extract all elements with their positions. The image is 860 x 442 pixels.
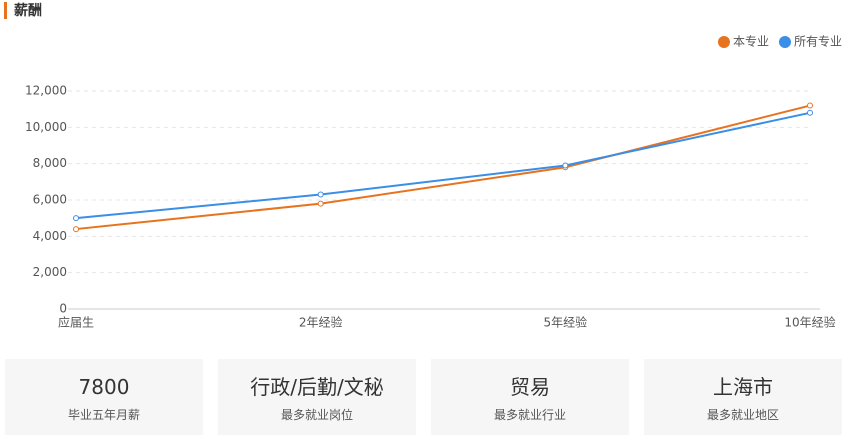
x-tick-label: 10年经验 bbox=[784, 315, 835, 330]
section-title: 薪酬 bbox=[14, 2, 42, 19]
y-tick-label: 10,000 bbox=[25, 120, 67, 134]
summary-card: 上海市 最多就业地区 bbox=[644, 359, 842, 435]
card-label: 最多就业岗位 bbox=[280, 408, 353, 422]
card-value: 7800 bbox=[78, 375, 130, 399]
card-label: 最多就业行业 bbox=[493, 408, 566, 422]
x-tick-label: 5年经验 bbox=[544, 315, 588, 330]
point bbox=[73, 215, 79, 222]
legend-marker bbox=[717, 36, 730, 48]
y-tick-label: 12,000 bbox=[25, 84, 67, 98]
point bbox=[73, 226, 79, 233]
line bbox=[75, 111, 811, 220]
title-accent bbox=[4, 2, 7, 19]
card-label: 毕业五年月薪 bbox=[67, 408, 140, 422]
card-value: 贸易 bbox=[510, 375, 550, 399]
summary-card: 贸易 最多就业行业 bbox=[431, 359, 629, 435]
legend-marker bbox=[778, 36, 791, 48]
legend-label: 所有专业 bbox=[794, 34, 842, 49]
summary-card: 7800 毕业五年月薪 bbox=[5, 359, 203, 435]
point bbox=[807, 102, 813, 109]
x-tick-label: 2年经验 bbox=[299, 315, 343, 330]
card-value: 上海市 bbox=[713, 375, 773, 399]
point bbox=[562, 162, 569, 169]
y-tick-label: 8,000 bbox=[33, 156, 67, 170]
chart: 薪酬 0 2,000 4,000 6,000 8,000 10,000 12,000 应届生 2… bbox=[4, 2, 842, 330]
card-value: 行政/后勤/文秘 bbox=[250, 375, 384, 399]
summary-card: 行政/后勤/文秘最多就业岗位 bbox=[218, 359, 416, 435]
card-label: 最多就业地区 bbox=[706, 408, 779, 422]
x-tick-label: 应届生 bbox=[58, 315, 94, 330]
y-tick-label: 0 bbox=[59, 302, 67, 316]
point bbox=[317, 191, 324, 198]
y-tick-label: 4,000 bbox=[33, 229, 67, 243]
y-tick-label: 6,000 bbox=[33, 193, 67, 207]
legend-label: 本专业 bbox=[733, 34, 769, 49]
point bbox=[317, 200, 324, 207]
point bbox=[807, 109, 813, 116]
y-tick-label: 2,000 bbox=[33, 265, 67, 279]
line bbox=[75, 104, 811, 231]
summary-cards: 7800 毕业五年月薪 行政/后勤/文秘 最多就业岗位 贸易 最多就业行业 上海市 最多就业地… bbox=[0, 359, 860, 435]
